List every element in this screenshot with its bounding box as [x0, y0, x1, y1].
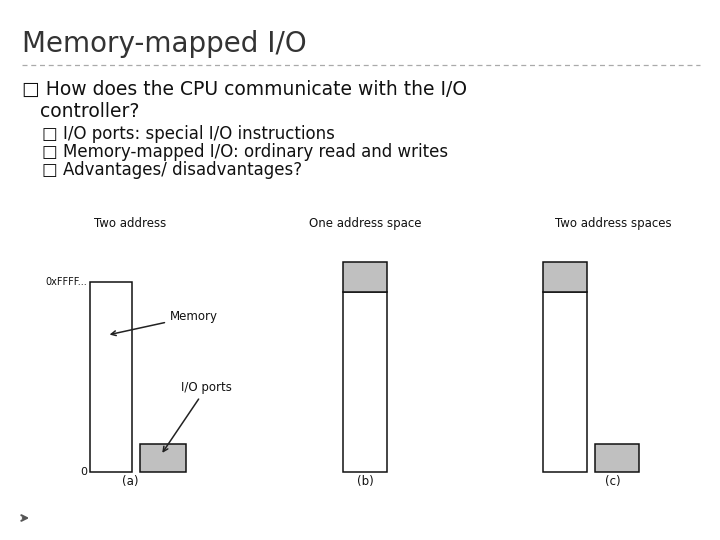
Text: □ How does the CPU communicate with the I/O: □ How does the CPU communicate with the …: [22, 80, 467, 99]
Text: One address space: One address space: [309, 217, 421, 230]
Text: I/O ports: I/O ports: [163, 381, 232, 451]
Text: (c): (c): [606, 475, 621, 488]
Bar: [90, 282, 132, 472]
Text: (b): (b): [356, 475, 374, 488]
Text: controller?: controller?: [40, 102, 140, 121]
Text: □ Memory-mapped I/O: ordinary read and writes: □ Memory-mapped I/O: ordinary read and w…: [42, 143, 448, 161]
Text: 0xFFFF...: 0xFFFF...: [45, 277, 87, 287]
Text: □ I/O ports: special I/O instructions: □ I/O ports: special I/O instructions: [42, 125, 335, 143]
Text: (a): (a): [122, 475, 138, 488]
Text: Memory: Memory: [111, 310, 218, 335]
Bar: [140, 444, 186, 472]
Text: Two address spaces: Two address spaces: [554, 217, 671, 230]
Bar: [343, 292, 387, 472]
Bar: [543, 262, 587, 292]
Bar: [543, 292, 587, 472]
Text: Two address: Two address: [94, 217, 166, 230]
Text: □ Advantages/ disadvantages?: □ Advantages/ disadvantages?: [42, 161, 302, 179]
Bar: [595, 444, 639, 472]
Text: Memory-mapped I/O: Memory-mapped I/O: [22, 30, 307, 58]
Bar: [343, 262, 387, 292]
Text: 0: 0: [80, 467, 87, 477]
